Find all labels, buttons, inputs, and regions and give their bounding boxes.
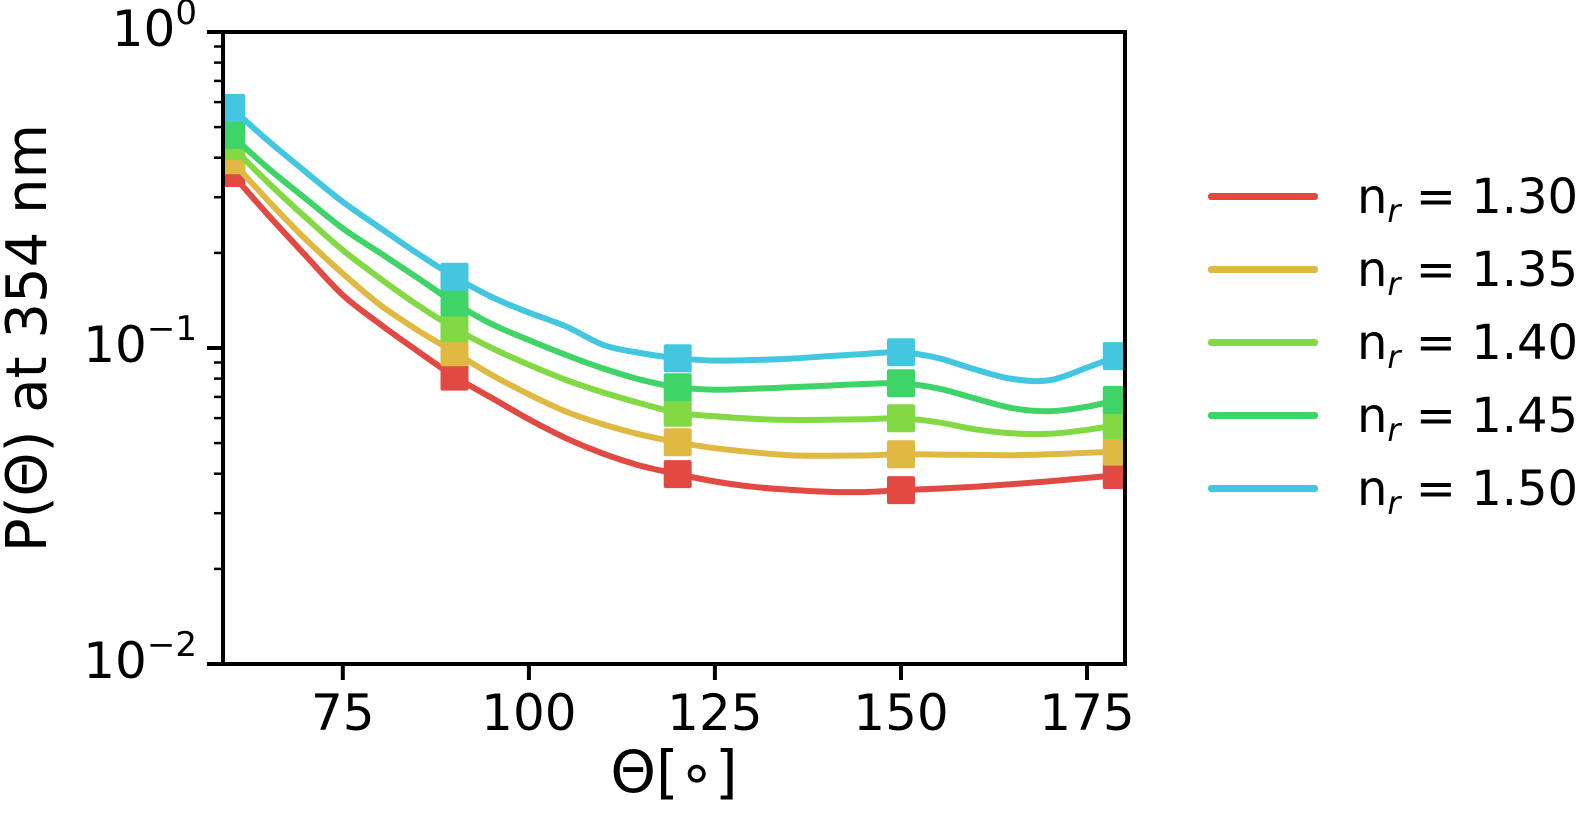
legend: nr = 1.30 nr = 1.35 nr = 1.40 nr = 1.45 nr =… — [1208, 160, 1578, 525]
data-point-marker — [440, 338, 469, 367]
data-point-marker — [1102, 342, 1125, 371]
data-point-marker — [887, 476, 915, 505]
data-point-marker — [440, 314, 469, 343]
legend-label-value: = 1.40 — [1400, 314, 1579, 371]
legend-label: nr = 1.30 — [1357, 173, 1578, 228]
legend-label-var: n — [1357, 168, 1388, 225]
x-tick-label: 75 — [311, 684, 375, 742]
legend-label-value: = 1.45 — [1400, 387, 1579, 444]
legend-line-swatch — [1208, 485, 1318, 492]
legend-item-1: nr = 1.35 — [1208, 233, 1578, 306]
x-tick-label: 100 — [481, 684, 576, 742]
y-tick-label: 10−2 — [83, 625, 197, 690]
legend-label: nr = 1.35 — [1357, 246, 1578, 301]
legend-label-value: = 1.35 — [1400, 241, 1579, 298]
data-point-marker — [887, 338, 915, 367]
legend-label-var: n — [1357, 387, 1388, 444]
legend-label: nr = 1.40 — [1357, 319, 1578, 374]
data-point-marker — [1102, 437, 1125, 466]
legend-item-4: nr = 1.50 — [1208, 452, 1578, 525]
legend-line-swatch — [1208, 339, 1318, 346]
legend-label-subscript: r — [1387, 266, 1401, 303]
data-point-marker — [887, 404, 915, 433]
data-point-marker — [663, 344, 692, 373]
legend-item-2: nr = 1.40 — [1208, 306, 1578, 379]
data-point-marker — [1102, 385, 1125, 414]
x-tick-label: 150 — [853, 684, 948, 742]
x-tick-label: 125 — [667, 684, 762, 742]
y-tick-label: 10−1 — [83, 309, 197, 374]
data-point-marker — [663, 398, 692, 427]
y-axis-label: P(Θ) at 354 nm — [0, 124, 60, 552]
data-point-marker — [1102, 461, 1125, 490]
data-point-marker — [223, 121, 246, 149]
legend-label-subscript: r — [1387, 193, 1401, 230]
legend-item-3: nr = 1.45 — [1208, 379, 1578, 452]
legend-label: nr = 1.45 — [1357, 392, 1578, 447]
legend-line-swatch — [1208, 193, 1318, 200]
x-axis-label: Θ[∘] — [610, 738, 737, 806]
legend-label-subscript: r — [1387, 485, 1401, 522]
series-3 — [223, 121, 1125, 415]
data-point-marker — [663, 428, 692, 457]
data-point-marker — [887, 369, 915, 398]
legend-label-var: n — [1357, 314, 1388, 371]
data-point-marker — [223, 93, 246, 122]
data-point-marker — [440, 262, 469, 291]
legend-label: nr = 1.50 — [1357, 465, 1578, 520]
data-point-marker — [887, 440, 915, 469]
series-2 — [223, 131, 1125, 440]
x-tick-label: 175 — [1039, 684, 1134, 742]
data-point-marker — [663, 460, 692, 489]
data-point-marker — [440, 288, 469, 317]
legend-label-subscript: r — [1387, 339, 1401, 376]
legend-label-value: = 1.50 — [1400, 460, 1579, 517]
legend-label-var: n — [1357, 241, 1388, 298]
legend-label-var: n — [1357, 460, 1388, 517]
legend-item-0: nr = 1.30 — [1208, 160, 1578, 233]
series-4 — [223, 93, 1125, 385]
data-point-marker — [1102, 411, 1125, 440]
data-point-marker — [440, 362, 469, 391]
series-0 — [223, 159, 1125, 505]
y-tick-label: 100 — [112, 0, 197, 58]
legend-line-swatch — [1208, 266, 1318, 273]
legend-line-swatch — [1208, 412, 1318, 419]
legend-label-subscript: r — [1387, 412, 1401, 449]
legend-label-value: = 1.30 — [1400, 168, 1579, 225]
data-point-marker — [663, 373, 692, 402]
